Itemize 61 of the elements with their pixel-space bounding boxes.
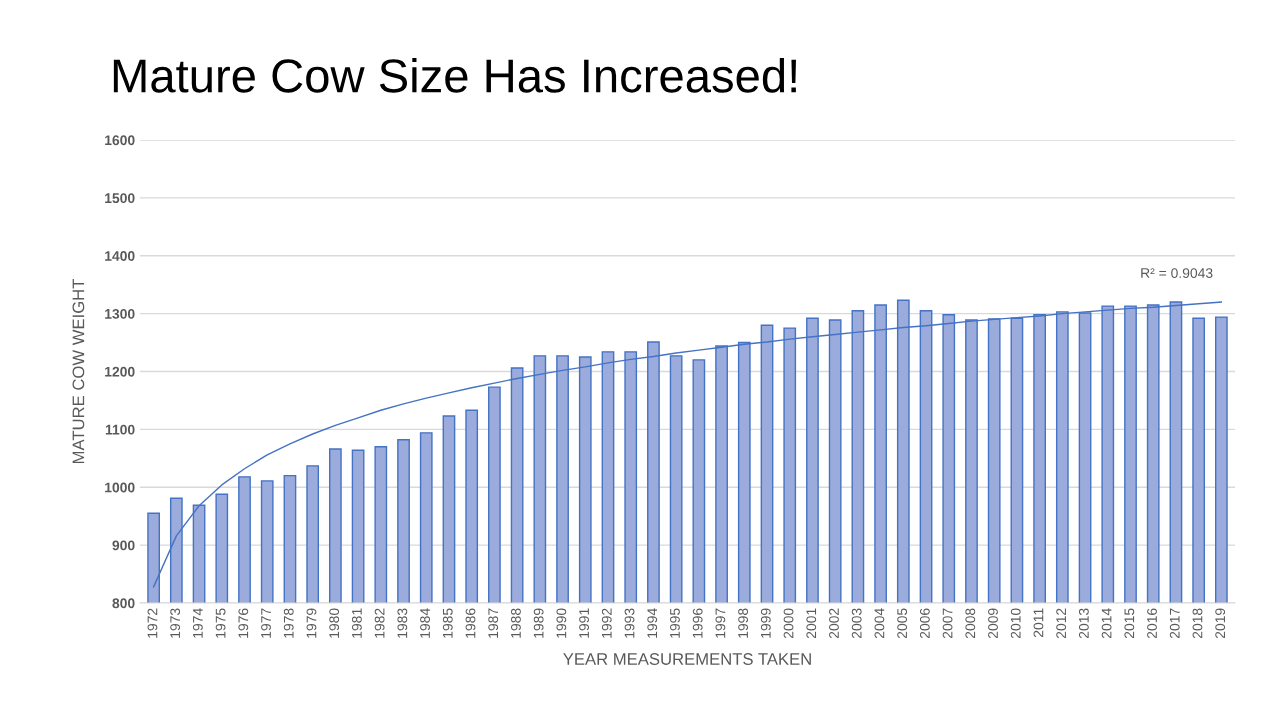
- x-tick-label: 1990: [556, 608, 567, 638]
- x-tick-label: 1984: [420, 608, 430, 638]
- x-tick-label: 1979: [306, 608, 317, 638]
- x-tick-label: 1977: [261, 608, 271, 638]
- x-tick-label: 2002: [829, 608, 839, 639]
- x-tick-label: 1974: [192, 608, 203, 638]
- x-tick-label: 2007: [942, 608, 953, 639]
- x-tick-label: 1983: [397, 608, 408, 638]
- x-tick-label: 1978: [283, 608, 294, 638]
- x-tick-label: 1985: [442, 608, 453, 638]
- x-tick-label: 1989: [533, 608, 544, 638]
- x-tick-label: 2004: [874, 608, 885, 639]
- x-tick-label: 2013: [1078, 608, 1089, 639]
- x-tick-label: 2015: [1124, 608, 1135, 639]
- x-tick-label: 1992: [601, 608, 612, 638]
- x-tick-label: 2010: [1010, 608, 1021, 639]
- x-tick-label: 1999: [760, 608, 771, 638]
- x-tick-label: 2003: [851, 608, 862, 639]
- x-tick-label: 2014: [1101, 608, 1112, 639]
- x-tick-label: 2001: [806, 608, 817, 639]
- x-tick-label: 1997: [715, 608, 726, 638]
- y-tick-label: 1200: [105, 366, 135, 377]
- x-tick-label: 2018: [1192, 608, 1203, 639]
- chart-title: Mature Cow Size Has Increased!: [113, 57, 796, 93]
- x-tick-label: 1973: [170, 608, 181, 638]
- y-tick-label: 1000: [105, 482, 135, 493]
- y-tick-label: 800: [112, 598, 135, 609]
- x-tick-label: 1995: [670, 608, 680, 638]
- x-tick-label: 1998: [738, 608, 749, 638]
- x-tick-label: 2000: [783, 608, 794, 639]
- x-tick-label: 1976: [238, 608, 249, 638]
- x-tick-label: 1994: [647, 608, 658, 638]
- x-tick-label: 2009: [988, 608, 998, 639]
- x-tick-label: 2016: [1147, 608, 1157, 639]
- x-tick-label: 2005: [897, 608, 908, 639]
- x-tick-label: 2019: [1215, 608, 1226, 639]
- y-tick-label: 1400: [105, 251, 135, 261]
- x-tick-label: 2017: [1169, 608, 1180, 639]
- x-tick-label: 1996: [692, 608, 703, 638]
- y-tick-label: 1500: [105, 193, 135, 204]
- x-tick-label: 1986: [465, 608, 476, 638]
- x-tick-label: 2008: [965, 608, 976, 639]
- y-tick-label: 1300: [105, 308, 135, 319]
- x-tick-label: 1988: [511, 608, 521, 638]
- x-tick-label: 2012: [1056, 608, 1067, 639]
- x-tick-label: 1981: [351, 608, 362, 638]
- x-tick-label: 1993: [624, 608, 635, 638]
- x-tick-label: 1991: [579, 608, 589, 638]
- x-tick-label: 1987: [488, 608, 499, 638]
- y-tick-label: 1600: [105, 135, 135, 146]
- y-axis-title: MATURE COW WEIGHT: [72, 278, 85, 464]
- x-tick-label: 1972: [147, 608, 158, 638]
- x-tick-label: 1980: [329, 608, 340, 638]
- y-tick-label: 1100: [105, 424, 135, 435]
- x-axis-title: YEAR MEASUREMENTS TAKEN: [563, 653, 811, 665]
- x-tick-label: 2011: [1033, 608, 1044, 638]
- x-tick-label: 1975: [215, 608, 226, 638]
- y-tick-label: 900: [112, 540, 135, 551]
- x-tick-label: 2006: [919, 608, 930, 639]
- annotation: R² = 0.9043: [1141, 268, 1213, 278]
- x-tick-label: 1982: [374, 608, 385, 638]
